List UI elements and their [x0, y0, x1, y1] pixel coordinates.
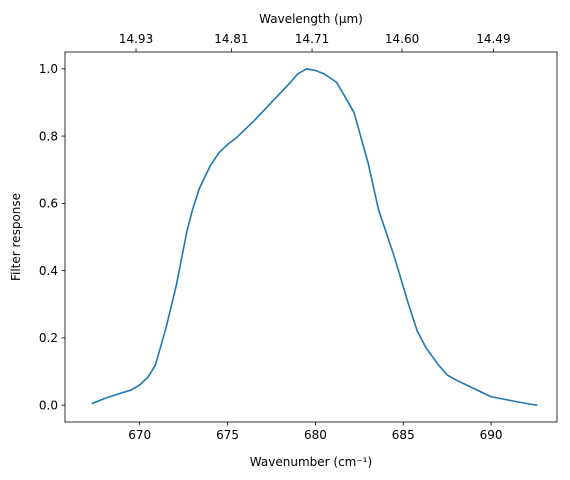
top-x-tick-label: 14.49 [476, 32, 510, 46]
y-tick-label: 0.4 [39, 264, 58, 278]
x-tick-label: 680 [304, 428, 327, 442]
x-tick-label: 690 [480, 428, 503, 442]
y-axis-label: Filter response [9, 193, 23, 281]
y-tick-label: 0.6 [39, 197, 58, 211]
y-tick-label: 0.8 [39, 129, 58, 143]
top-x-tick-label: 14.81 [214, 32, 248, 46]
x-tick-label: 670 [128, 428, 151, 442]
y-tick-label: 0.0 [39, 398, 58, 412]
x-tick-label: 685 [392, 428, 415, 442]
x-tick-label: 675 [216, 428, 239, 442]
ticks-layer: 670 675 680 685 690 0.0 0.2 0.4 0.6 0.8 1.0 14.93 14… [39, 32, 511, 442]
top-x-axis-label: Wavelength (μm) [259, 12, 363, 26]
series-line-0 [91, 68, 538, 406]
top-x-tick-label: 14.60 [385, 32, 419, 46]
top-x-tick-label: 14.93 [119, 32, 153, 46]
y-tick-label: 0.2 [39, 331, 58, 345]
line-layer [91, 68, 538, 406]
plot-frame [64, 51, 558, 423]
top-x-tick-label: 14.71 [295, 32, 329, 46]
y-tick-label: 1.0 [39, 62, 58, 76]
x-axis-label: Wavenumber (cm⁻¹) [250, 455, 372, 469]
